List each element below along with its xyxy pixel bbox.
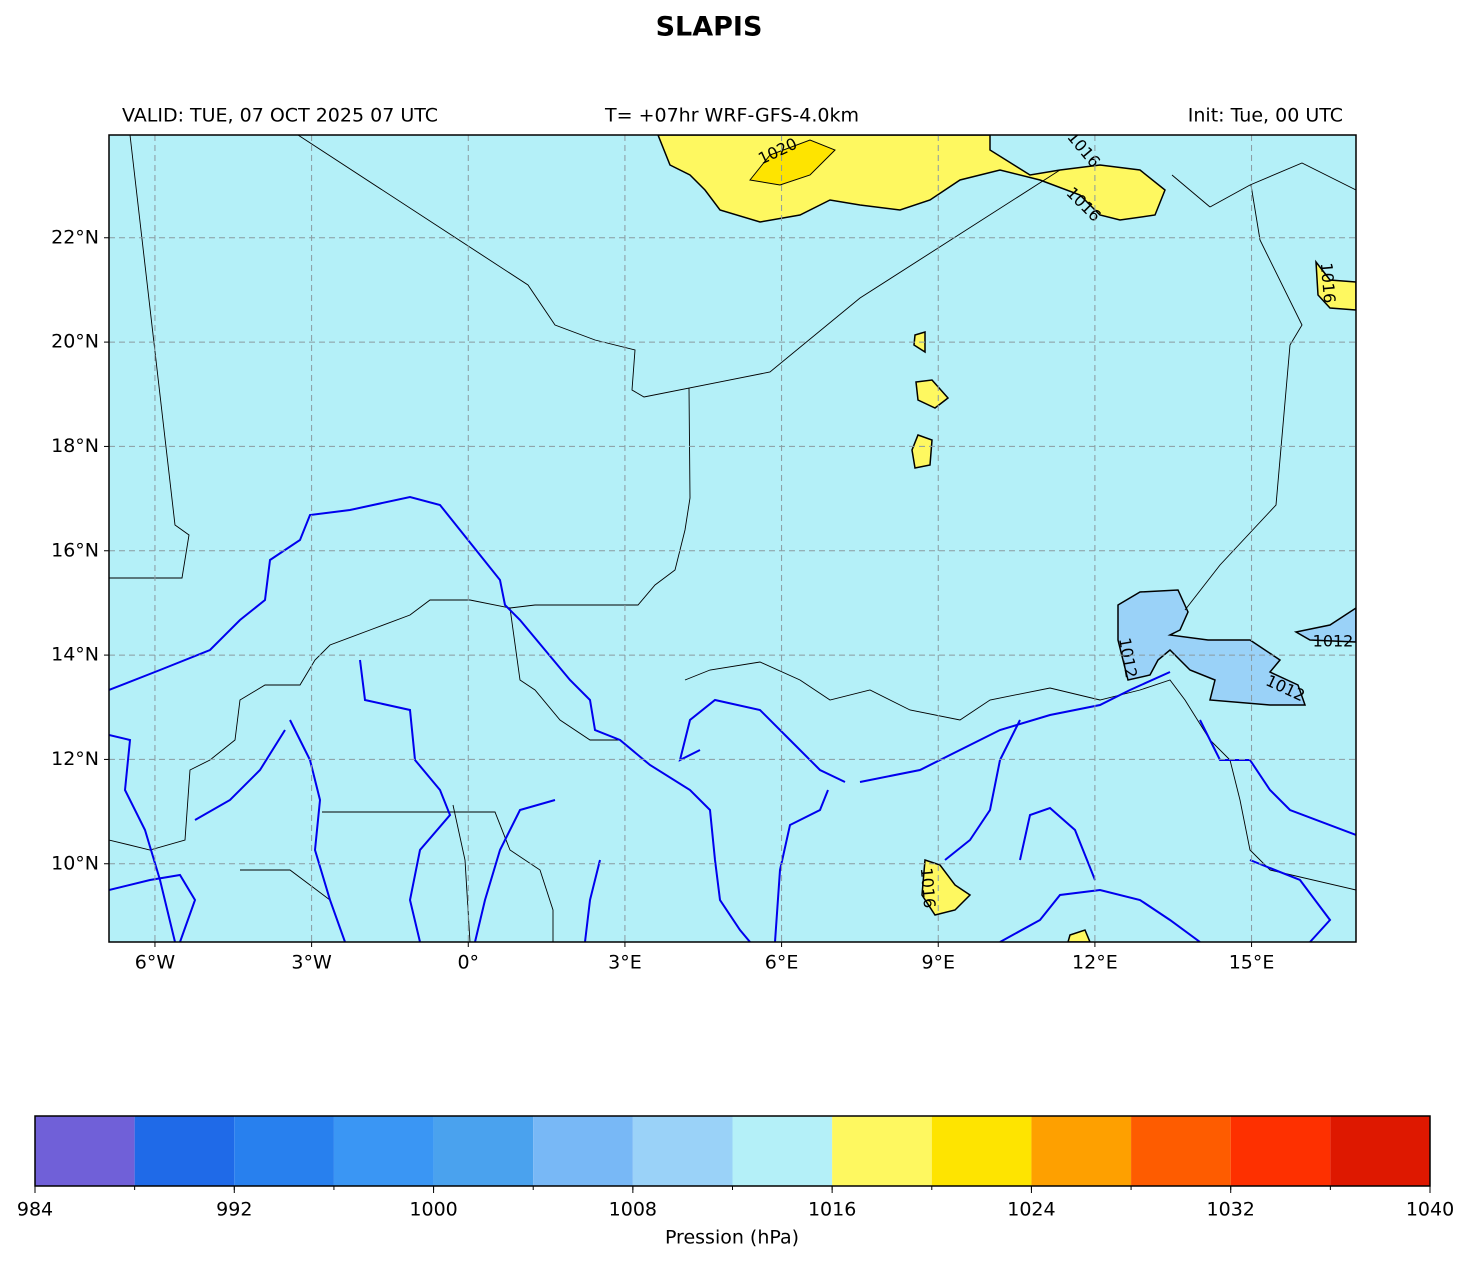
y-tick-label: 16°N [51,539,99,561]
map-frame [108,134,1357,943]
valid-time: VALID: TUE, 07 OCT 2025 07 UTC [122,105,438,127]
y-tick-label: 10°N [51,852,99,874]
colorbar-tick-label: 1000 [409,1199,457,1221]
init-time: Init: Tue, 00 UTC [1188,105,1343,127]
colorbar-tick-label: 1024 [1007,1199,1055,1221]
colorbar-bin [1330,1116,1430,1186]
contour-label: 1016 [1317,262,1339,304]
contour-label: 1016 [917,867,939,909]
colorbar-tick-label: 984 [17,1199,53,1221]
colorbar-bin [832,1116,932,1186]
map-background [109,135,1356,942]
x-tick-label: 3°W [291,952,332,974]
high-pressure-core [749,139,836,186]
rivers [109,495,1356,942]
borders [109,135,1356,942]
x-tick-label: 9°E [921,952,955,974]
colorbar-bin [134,1116,235,1186]
colorbar-bin [1131,1116,1231,1186]
colorbar-tick-label: 992 [216,1199,252,1221]
colorbar-frame [34,1115,1431,1187]
colorbar-bin [1230,1116,1331,1186]
map: 1020 1016 1016 1016 1016 1012 1012 1012 [109,135,1356,942]
graticule [109,135,1356,942]
x-tick-label: 15°E [1229,952,1275,974]
contour-label: 1012 [1313,632,1354,651]
x-tick-label: 6°W [135,952,176,974]
colorbar-bin [732,1116,833,1186]
y-tick-label: 18°N [51,435,99,457]
colorbar-bin [35,1116,135,1186]
colorbar-tick-label: 1040 [1406,1199,1454,1221]
colorbar-bin [1031,1116,1132,1186]
colorbar-bin [234,1116,334,1186]
high-pressure-area [921,858,1091,942]
x-tick-label: 0° [457,952,479,974]
low-pressure-area [1117,589,1356,706]
x-tick-label: 6°E [765,952,799,974]
colorbar-bin [632,1116,733,1186]
colorbar-bin [333,1116,434,1186]
title: SLAPIS [656,12,763,43]
colorbar-tick-label: 1016 [808,1199,856,1221]
high-pressure-area [1315,259,1356,311]
colorbar-label: Pression (hPa) [665,1227,799,1249]
x-tick-label: 3°E [608,952,642,974]
colorbar-tick-label: 1032 [1207,1199,1255,1221]
y-tick-label: 20°N [51,331,99,353]
colorbar-bin [931,1116,1032,1186]
x-tick-label: 12°E [1072,952,1118,974]
run-info: T= +07hr WRF-GFS-4.0km [604,105,859,127]
colorbar-bin [533,1116,633,1186]
colorbar-tick-label: 1008 [609,1199,657,1221]
y-tick-label: 22°N [51,226,99,248]
y-tick-label: 14°N [51,644,99,666]
y-tick-label: 12°N [51,748,99,770]
colorbar-bin [433,1116,534,1186]
